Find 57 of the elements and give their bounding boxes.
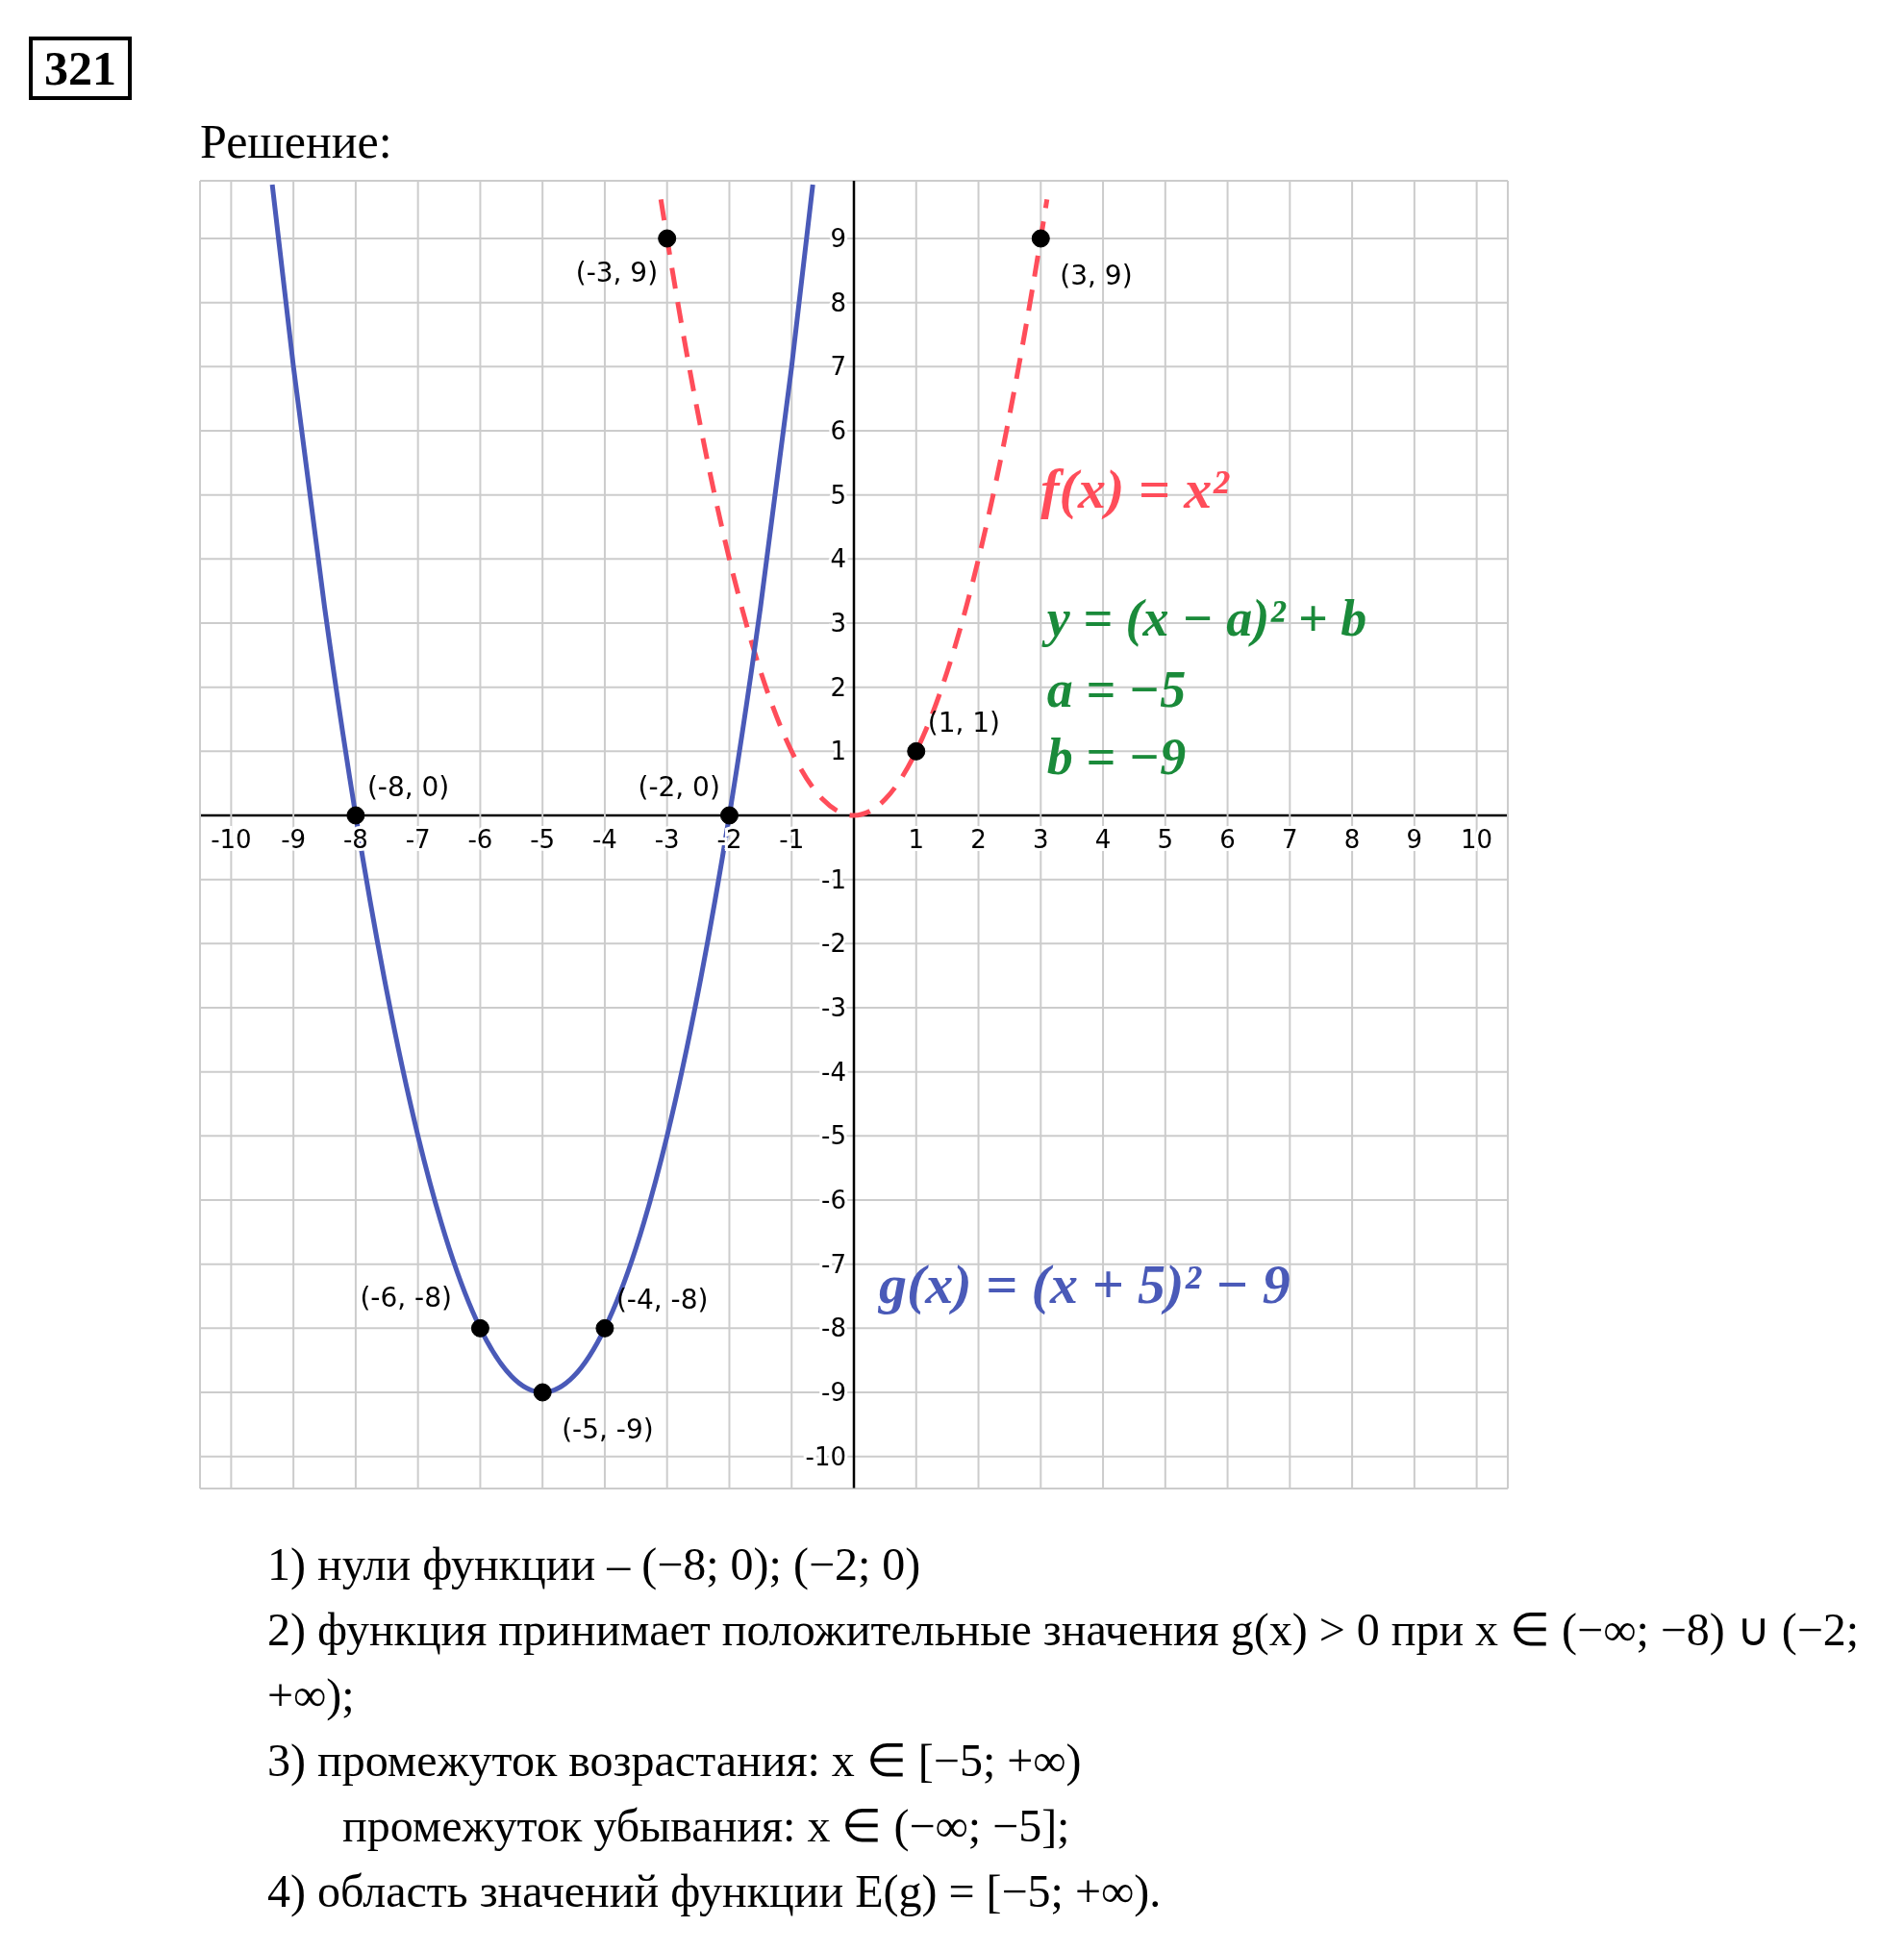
- y-tick-label: -10: [805, 1441, 846, 1471]
- y-tick-label: 5: [830, 480, 846, 510]
- x-tick-label: -6: [467, 825, 493, 854]
- y-tick-label: -7: [821, 1249, 846, 1279]
- chart-title: 321: [29, 37, 132, 100]
- x-tick-label: 10: [1461, 825, 1493, 854]
- annotation: b = −9: [1046, 727, 1187, 786]
- y-tick-label: 9: [830, 224, 846, 253]
- annotation: a = −5: [1046, 660, 1187, 718]
- y-tick-label: -9: [821, 1378, 846, 1407]
- annotation: (1, 1): [927, 707, 1001, 739]
- chart-subtitle: Решение:: [200, 113, 392, 169]
- y-tick-label: -2: [821, 929, 846, 959]
- y-tick-label: -6: [821, 1186, 846, 1214]
- annotation: (-4, -8): [615, 1284, 709, 1316]
- annotation: (-6, -8): [360, 1282, 452, 1314]
- y-tick-label: 8: [830, 288, 846, 317]
- y-tick-label: 3: [830, 609, 846, 638]
- x-tick-label: -5: [530, 825, 556, 854]
- annotation: (-3, 9): [575, 257, 659, 288]
- x-tick-label: -10: [211, 825, 252, 854]
- y-tick-label: -4: [821, 1057, 846, 1087]
- x-tick-label: 5: [1157, 825, 1174, 854]
- x-tick-label: 8: [1343, 825, 1361, 854]
- annotation: (-5, -9): [562, 1414, 654, 1445]
- y-tick-label: 6: [830, 416, 846, 445]
- x-tick-label: 1: [908, 825, 925, 854]
- y-tick-label: -8: [821, 1314, 846, 1343]
- y-tick-label: 2: [830, 672, 846, 702]
- text: 4) область значений функции E(g) = [−5; +∞).: [267, 1864, 1163, 1919]
- text: 1) нули функции – (−8; 0); (−2; 0): [267, 1538, 922, 1592]
- annotation: y = (x − a)² + b: [1040, 589, 1367, 648]
- x-tick-label: 9: [1406, 825, 1423, 854]
- x-tick-label: -3: [654, 825, 680, 854]
- y-tick-label: -5: [821, 1121, 846, 1151]
- text: 3) промежуток возрастания: x ∈ [−5; +∞): [267, 1734, 1083, 1789]
- x-tick-label: -7: [405, 825, 431, 854]
- y-tick-label: -1: [821, 864, 846, 894]
- annotation: (-8, 0): [366, 771, 450, 803]
- x-tick-label: 3: [1033, 825, 1049, 854]
- x-tick-label: 2: [970, 825, 987, 854]
- x-tick-label: -1: [779, 825, 805, 854]
- series-label: f(x) = x²: [1040, 458, 1231, 520]
- x-tick-label: -4: [591, 825, 617, 854]
- x-tick-label: 7: [1282, 825, 1298, 854]
- y-tick-label: 4: [830, 544, 846, 574]
- x-tick-label: 6: [1219, 825, 1236, 854]
- y-tick-label: 1: [830, 737, 846, 766]
- y-tick-label: -3: [821, 993, 846, 1022]
- x-tick-label: -9: [281, 825, 307, 854]
- text: промежуток убывания: x ∈ (−∞; −5];: [341, 1799, 1071, 1854]
- text: 2) функция принимает положительные значения g(x) > 0 при x ∈ (−∞; −8) ∪ (−2; +∞);: [267, 1603, 1861, 1722]
- text: g(x) = (x + 5)² − 9: [876, 1252, 1290, 1315]
- x-tick-label: 4: [1094, 825, 1112, 854]
- y-tick-label: 7: [830, 352, 846, 382]
- annotation: (-2, 0): [638, 771, 720, 803]
- annotation: (3, 9): [1060, 260, 1133, 291]
